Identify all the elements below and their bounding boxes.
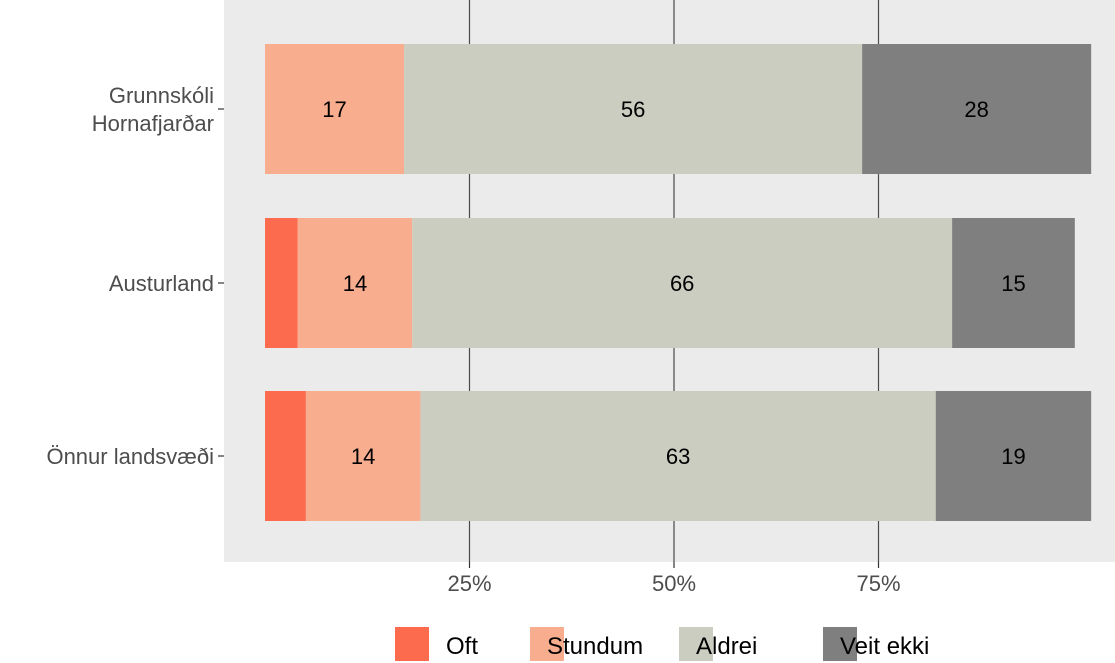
bar-value-label: 14 [343,271,367,296]
bar-value-label: 19 [1001,444,1025,469]
bar-segment-1-2 [265,44,405,174]
legend-key-3 [679,627,713,661]
bar-value-label: 28 [964,97,988,122]
bar-value-label: 66 [670,271,694,296]
legend-key-2 [530,627,564,661]
bar-segment-2-4 [952,218,1075,348]
bar-value-label: 56 [621,97,645,122]
y-tick-label: Austurland [109,271,214,296]
bar-segment-3-3 [420,391,936,521]
x-tick-label: 50% [652,571,696,596]
legend: Oft Stundum Aldrei Veit ekki [395,627,929,661]
bar-segment-1-3 [404,44,863,174]
bar-segment-3-4 [935,391,1092,521]
bar-segment-3-2 [305,391,421,521]
legend-key-4 [823,627,857,661]
y-tick-label: Önnur landsvæði [46,444,214,469]
x-tick-label: 75% [856,571,900,596]
x-axis: 25% 50% 75% [447,562,901,596]
y-axis: Grunnskóli Hornafjarðar Austurland Önnur la… [46,83,224,469]
bar-value-label: 17 [322,97,346,122]
bar-value-label: 63 [666,444,690,469]
bar-segment-2-2 [297,218,413,348]
legend-label: Oft [446,633,478,660]
legend-label: Stundum [547,633,643,660]
bar-value-label: 14 [351,444,375,469]
bars: 17 56 28 14 66 15 14 63 19 [265,44,1092,521]
y-tick-label: Grunnskóli Hornafjarðar [92,83,214,136]
bar-value-label: 15 [1001,271,1025,296]
bar-segment-2-3 [412,218,953,348]
bar-segment-2-1 [265,218,298,348]
legend-key-1 [395,627,429,661]
bar-segment-1-4 [862,44,1092,174]
legend-label: Veit ekki [840,633,929,660]
bar-segment-3-1 [265,391,306,521]
legend-label: Aldrei [696,633,757,660]
x-tick-label: 25% [447,571,491,596]
